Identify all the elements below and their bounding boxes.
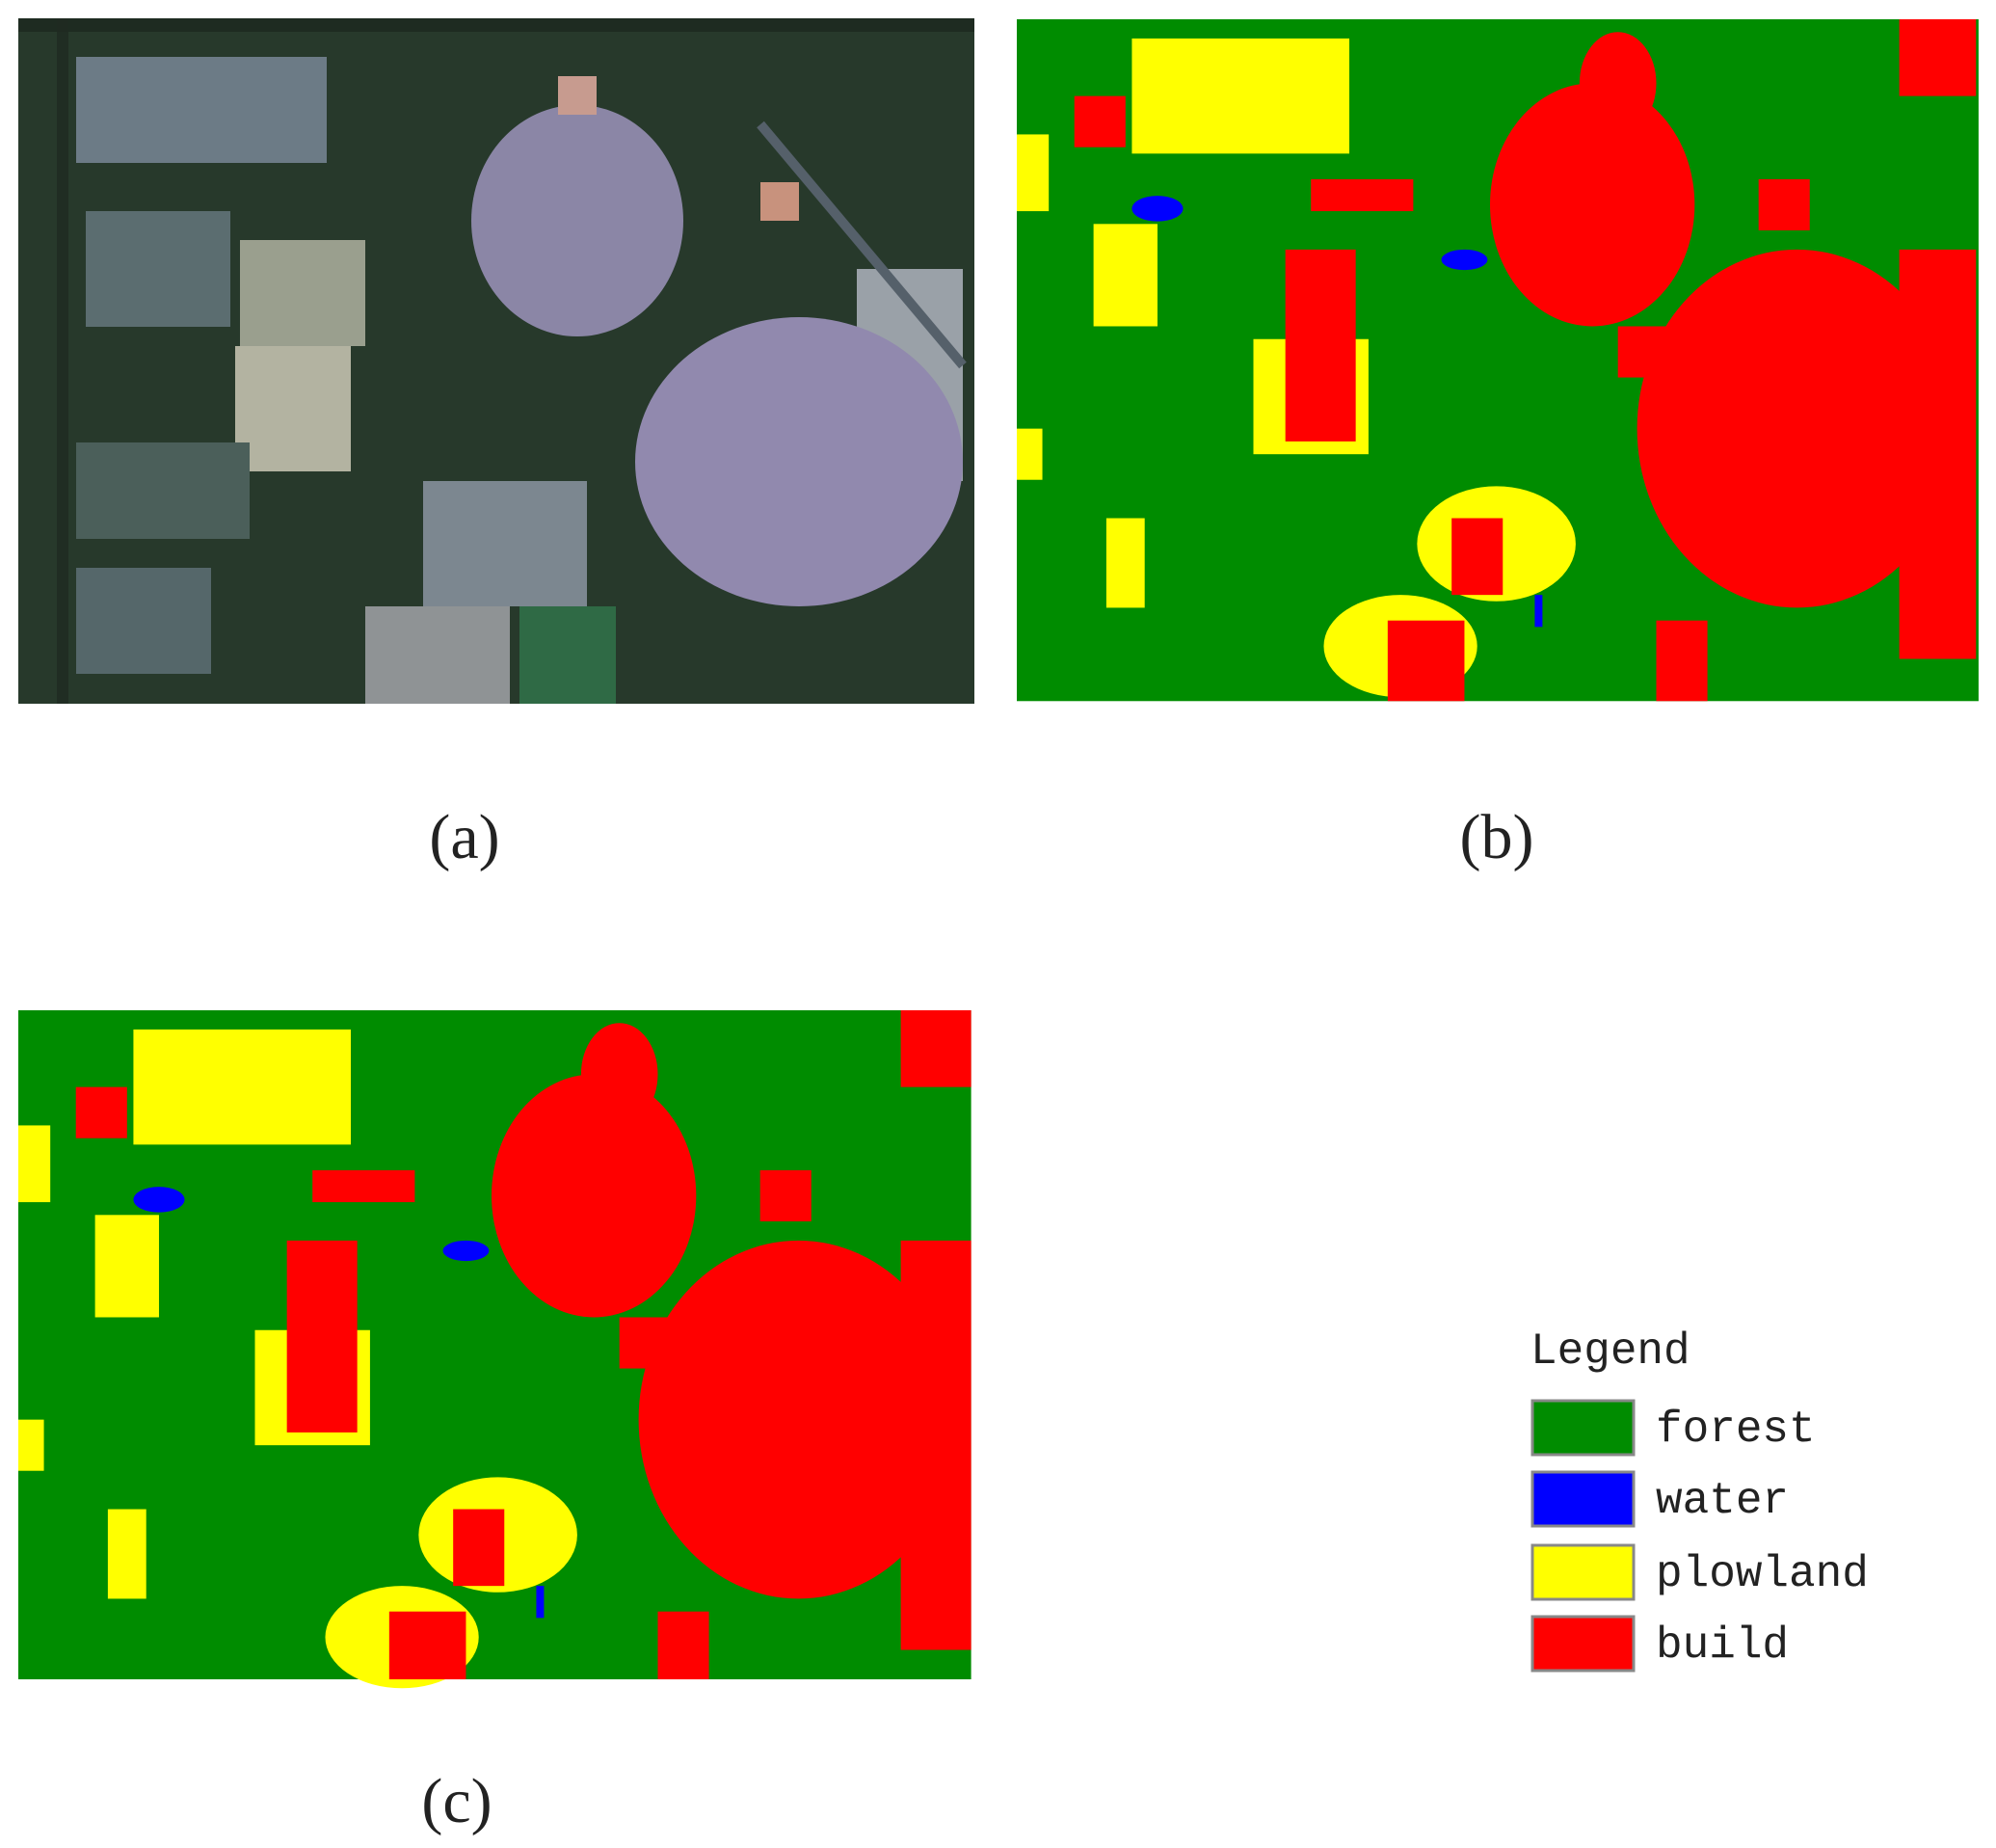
map-region	[1311, 178, 1414, 212]
map-region	[900, 1010, 971, 1087]
panel-label: (b)	[1460, 802, 1534, 872]
map-region	[107, 1509, 146, 1599]
map-region	[1534, 595, 1543, 628]
map-region	[75, 1086, 127, 1138]
map-region	[638, 1240, 959, 1599]
legend-label: forest	[1656, 1405, 1816, 1455]
map-region	[18, 1125, 51, 1203]
map-region	[759, 1169, 812, 1221]
legend-swatch	[1530, 1399, 1636, 1457]
map-region	[1441, 249, 1488, 271]
map-region	[536, 1586, 545, 1619]
map-region	[388, 1611, 466, 1680]
map-region	[1656, 620, 1708, 702]
legend-title: Legend	[1530, 1326, 1690, 1377]
panel-label: (c)	[421, 1766, 492, 1836]
map-region	[1017, 134, 1050, 212]
map-region	[1489, 83, 1695, 327]
legend-swatch	[1530, 1470, 1636, 1528]
map-region	[1617, 326, 1669, 378]
map-region	[1637, 249, 1957, 608]
map-region	[1899, 249, 1977, 659]
map-region	[657, 1611, 709, 1680]
classification-map-c	[18, 1010, 971, 1689]
map-region	[1131, 38, 1350, 154]
map-region	[1387, 620, 1465, 702]
map-region	[442, 1240, 490, 1262]
map-region	[491, 1074, 697, 1318]
satellite-image	[18, 18, 974, 704]
map-region	[453, 1509, 505, 1587]
legend-label: build	[1656, 1620, 1789, 1671]
map-region	[286, 1240, 358, 1433]
map-region	[18, 1419, 44, 1471]
legend-label: water	[1656, 1476, 1789, 1526]
map-region	[1899, 19, 1977, 96]
map-region	[580, 1023, 658, 1126]
classification-map-b	[1017, 19, 1979, 702]
map-region	[1093, 224, 1158, 327]
map-region	[1131, 196, 1184, 222]
panel-label: (a)	[429, 802, 499, 872]
map-region	[1758, 178, 1810, 230]
legend: Legend forest water plowland build	[1530, 1326, 1869, 1673]
map-region	[1105, 518, 1145, 608]
map-region	[133, 1187, 185, 1213]
map-region	[1451, 518, 1504, 596]
map-region	[133, 1029, 352, 1145]
map-region	[312, 1169, 415, 1203]
map-region	[900, 1240, 971, 1650]
legend-swatch	[1530, 1543, 1636, 1601]
legend-label: plowland	[1656, 1549, 1869, 1599]
map-region	[619, 1317, 671, 1369]
map-region	[1074, 95, 1126, 147]
map-region	[94, 1215, 159, 1318]
map-region	[1579, 32, 1657, 135]
map-region	[1285, 249, 1356, 442]
legend-swatch	[1530, 1615, 1636, 1673]
map-region	[1017, 428, 1043, 480]
